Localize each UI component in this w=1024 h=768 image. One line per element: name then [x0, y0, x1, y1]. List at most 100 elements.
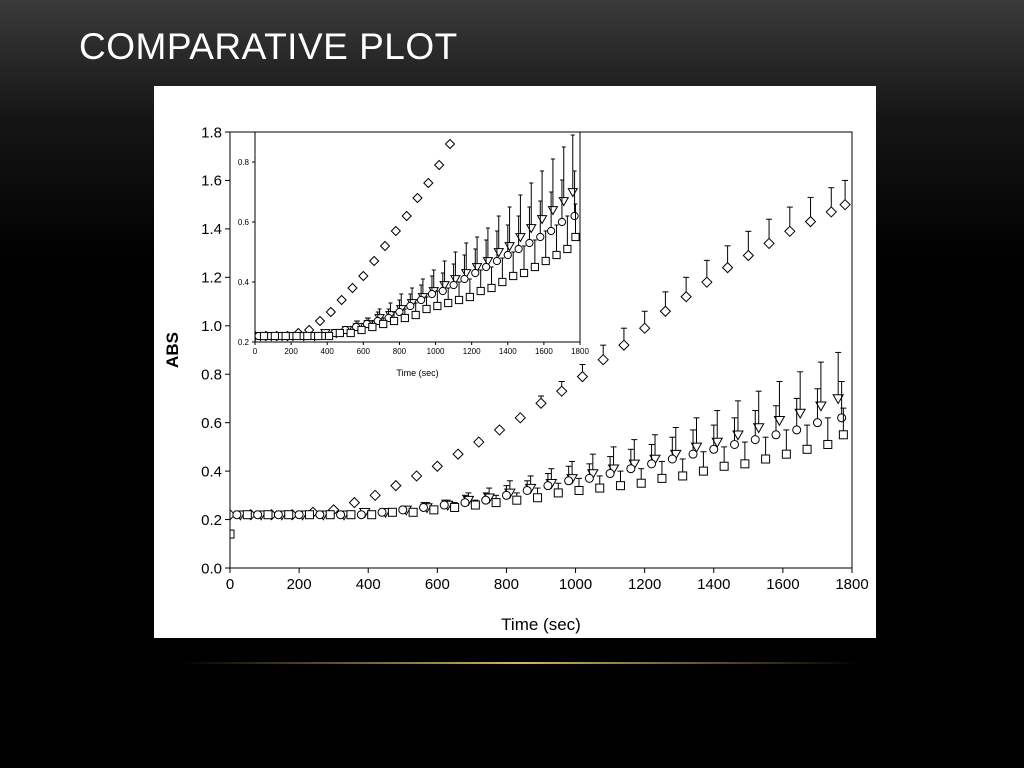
inset-y-tick-label: 0.2 — [238, 338, 250, 347]
main-point-square — [719, 461, 729, 471]
main-point-diamond — [742, 249, 755, 262]
inset-point-square — [368, 322, 377, 332]
inset-point-circle — [449, 280, 458, 290]
main-point-circle — [356, 510, 366, 520]
main-x-tick-label: 800 — [494, 576, 519, 593]
inset-point-diamond — [423, 177, 434, 189]
main-point-diamond — [618, 339, 630, 351]
inset-point-circle — [525, 238, 534, 248]
inset-x-tick-label: 600 — [357, 347, 371, 356]
inset-point-square — [346, 328, 355, 338]
inset-point-square — [444, 298, 453, 308]
inset-point-diamond — [336, 294, 347, 306]
main-y-tick-label: 0.6 — [201, 415, 222, 432]
main-point-circle — [273, 510, 283, 520]
main-point-square — [823, 439, 833, 449]
main-point-square — [698, 466, 708, 476]
inset-point-square — [335, 328, 344, 338]
inset-point-circle — [570, 211, 579, 221]
inset-point-circle — [482, 262, 491, 272]
main-point-diamond — [804, 215, 817, 228]
main-y-tick-label: 0.2 — [201, 512, 222, 529]
inset-point-square — [487, 283, 496, 293]
main-plot: 0 200 400 600 800 1000 1200 1400 1600 18000.00.20… — [163, 124, 869, 634]
main-point-square — [657, 473, 667, 483]
inset-point-circle — [427, 289, 437, 299]
main-point-diamond — [659, 305, 672, 317]
main-point-square — [304, 510, 314, 520]
main-point-diamond — [597, 353, 609, 366]
main-y-tick-label: 1.4 — [201, 221, 222, 238]
slide-title: COMPARATIVE PLOT — [79, 26, 458, 67]
main-point-triangle-down — [732, 430, 744, 441]
inset-point-square — [552, 250, 561, 260]
inset-x-tick-label: 200 — [284, 347, 298, 356]
inset-point-diamond — [358, 270, 369, 282]
inset-x-tick-label: 1400 — [499, 347, 517, 356]
main-point-circle — [584, 473, 594, 483]
main-point-diamond — [535, 397, 547, 409]
main-point-square — [636, 478, 646, 488]
main-point-diamond — [452, 448, 464, 460]
inset-x-tick-label: 800 — [393, 347, 407, 356]
main-point-square — [346, 510, 356, 520]
main-point-square — [263, 510, 273, 520]
inset-point-diamond — [314, 315, 326, 327]
main-point-circle — [605, 469, 615, 479]
main-point-triangle-down — [832, 394, 845, 405]
main-point-circle — [543, 481, 553, 491]
main-point-circle — [667, 454, 677, 464]
inset-point-square — [303, 331, 312, 341]
main-point-square — [325, 510, 335, 520]
main-point-square — [512, 495, 522, 505]
inset-x-tick-label: 0 — [253, 347, 258, 356]
main-point-diamond — [473, 436, 485, 448]
inset-point-diamond — [325, 306, 337, 318]
main-point-diamond — [721, 261, 734, 274]
chart-svg: 0 200 400 600 800 1000 1200 1400 1600 18000.00.20… — [154, 86, 876, 638]
main-point-square — [615, 481, 625, 491]
main-point-circle — [688, 449, 698, 459]
main-point-diamond — [514, 412, 526, 424]
main-point-circle — [336, 510, 346, 520]
inset-y-tick-label: 0.4 — [238, 278, 250, 287]
main-point-circle — [750, 435, 760, 445]
main-point-diamond — [839, 198, 851, 211]
main-point-circle — [709, 444, 719, 454]
inset-point-square — [563, 244, 572, 254]
main-point-circle — [771, 430, 781, 440]
inset-point-square — [281, 331, 290, 341]
main-point-diamond — [431, 460, 444, 472]
main-point-triangle-down — [711, 437, 724, 449]
main-point-square — [284, 510, 294, 520]
main-x-tick-label: 600 — [425, 576, 450, 593]
inset-point-square — [433, 301, 442, 311]
main-point-triangle-down — [815, 401, 827, 412]
inset-axes-frame — [254, 131, 581, 343]
main-point-square — [242, 510, 252, 520]
main-y-tick-label: 1.2 — [201, 270, 222, 287]
main-point-circle — [647, 459, 657, 469]
inset-point-circle — [492, 256, 502, 266]
main-y-tick-label: 0.4 — [201, 463, 222, 480]
inset-x-tick-label: 400 — [321, 347, 335, 356]
inset-point-square — [292, 331, 301, 341]
main-point-circle — [812, 418, 822, 428]
inset-y-tick-label: 0.8 — [238, 158, 250, 167]
main-x-tick-label: 200 — [287, 576, 312, 593]
main-point-circle — [501, 490, 511, 500]
main-point-diamond — [701, 276, 713, 288]
inset-point-circle — [406, 301, 415, 311]
main-point-square — [470, 500, 480, 510]
main-point-square — [408, 507, 418, 517]
main-point-square — [802, 444, 812, 454]
main-point-triangle-down — [752, 423, 765, 434]
main-point-triangle-down — [773, 415, 786, 427]
inset-point-diamond — [401, 210, 412, 222]
inset-point-diamond — [444, 138, 456, 150]
inset-point-square — [400, 313, 409, 323]
main-point-square — [450, 502, 460, 512]
inset-point-square — [571, 232, 580, 242]
main-point-circle — [294, 510, 304, 520]
main-y-tick-label: 1.0 — [201, 318, 222, 335]
